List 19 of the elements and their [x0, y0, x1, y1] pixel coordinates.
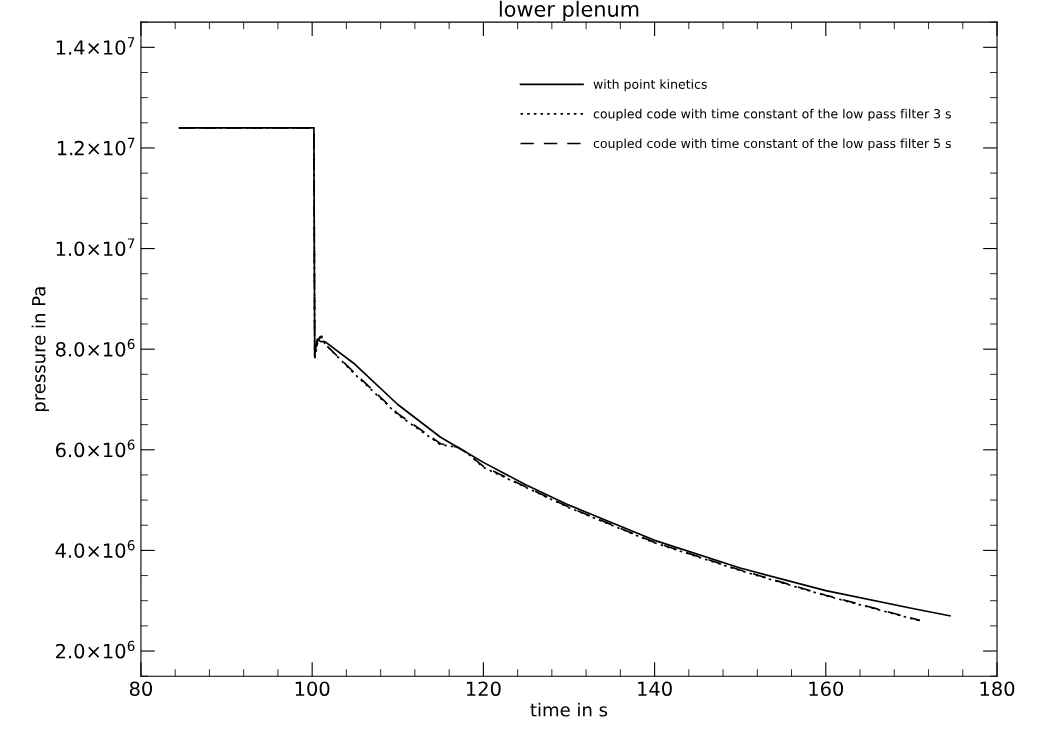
y-tick-label: 6.0×10$^{6}$ [55, 439, 135, 458]
legend-label: coupled code with time constant of the low pass filter 5 s [593, 138, 951, 151]
y-tick-label: 4.0×10$^{6}$ [55, 540, 135, 558]
y-tick-label: 1.0×10$^{7}$ [56, 238, 135, 257]
x-tick-label: 180 [980, 681, 1015, 697]
x-tick-label: 120 [466, 681, 501, 697]
y-axis-title: pressure in Pa [31, 287, 50, 412]
y-tick-label: 1.2×10$^{7}$ [57, 137, 135, 156]
x-tick-label: 100 [295, 681, 330, 697]
x-tick-label: 80 [129, 681, 153, 697]
y-tick-label: 8.0×10$^{6}$ [55, 338, 135, 357]
x-tick-label: 140 [638, 681, 672, 697]
y-tick-label: 1.4×10$^{7}$ [56, 37, 135, 55]
legend-label: with point kinetics [593, 79, 707, 92]
legend-label: coupled code with time constant of the low pass filter 3 s [593, 108, 951, 121]
x-axis-title: time in s [530, 702, 608, 717]
chart-title: lower plenum [499, 0, 639, 21]
x-tick-label: 160 [809, 681, 844, 697]
y-tick-label: 2.0×10$^{6}$ [56, 640, 135, 659]
